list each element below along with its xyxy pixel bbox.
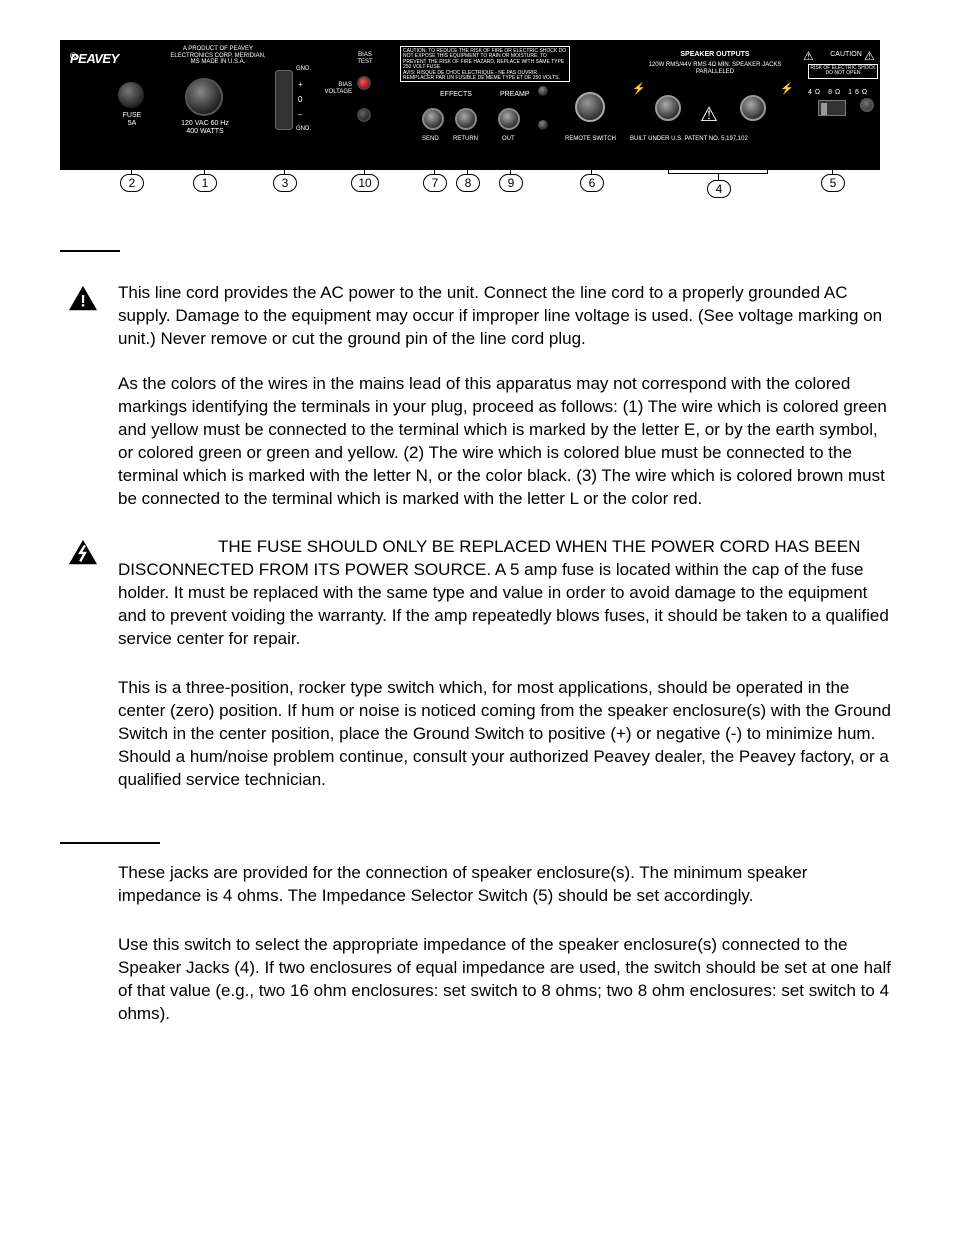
para-impedance: Use this switch to select the appropriat… — [118, 934, 894, 1026]
out-label: OUT — [502, 135, 515, 143]
callout-1: 1 — [193, 174, 217, 192]
section-ground-switch: This is a three-position, rocker type sw… — [118, 677, 894, 792]
gnd-label-top: GND. — [296, 65, 311, 73]
section-rule-2 — [60, 842, 160, 844]
gnd-zero: 0 — [298, 95, 302, 106]
preamp-label: PREAMP — [500, 90, 530, 99]
bias-test-jack-red — [357, 76, 371, 90]
callout-4: 4 — [707, 180, 731, 198]
bias-test-jack-black — [357, 108, 371, 122]
fuse-holder — [118, 82, 144, 108]
warning-triangle-icon: ⚠ — [700, 102, 718, 129]
speaker-sub: 120W RMS/44V RMS 4Ω MIN. SPEAKER JACKS P… — [645, 62, 785, 75]
fuse-label: FUSE 5A — [120, 112, 144, 127]
level-knob-1 — [538, 86, 548, 96]
speaker-jack-1 — [655, 95, 681, 121]
bolt-icon-left: ⚡ — [632, 82, 646, 97]
callout-10: 10 — [351, 174, 379, 192]
return-label: RETURN — [453, 135, 478, 143]
send-label: SEND — [422, 135, 439, 143]
effects-send-jack — [422, 108, 444, 130]
ac-inlet — [185, 78, 223, 116]
bolt-icon-right: ⚡ — [780, 82, 794, 97]
gnd-label-bot: GND. — [296, 125, 311, 133]
back-panel-diagram: PEAVEY® A PRODUCT OF PEAVEY ELECTRONICS … — [60, 40, 894, 210]
shock-icon-1: ⚠ — [803, 48, 814, 64]
section-speaker-jacks: These jacks are provided for the connect… — [118, 862, 894, 908]
callout-2: 2 — [120, 174, 144, 192]
patent-label: BUILT UNDER U.S. PATENT NO. 5,197,102 — [630, 135, 748, 143]
para-wire-colors: As the colors of the wires in the mains … — [118, 373, 894, 511]
section-line-cord: ! This line cord provides the AC power t… — [118, 282, 894, 510]
shock-warning-icon — [68, 538, 98, 570]
bias-test-label: BIAS TEST — [353, 52, 377, 65]
para-speaker-jacks: These jacks are provided for the connect… — [118, 862, 894, 908]
vac-label: 120 VAC 60 Hz 400 WATTS — [178, 120, 232, 135]
callout-8: 8 — [456, 174, 480, 192]
para-line-cord: This line cord provides the AC power to … — [118, 282, 894, 351]
product-text: A PRODUCT OF PEAVEY ELECTRONICS CORP. ME… — [168, 46, 268, 66]
bias-voltage-label: BIAS VOLTAGE — [318, 82, 352, 95]
ground-switch — [275, 70, 293, 130]
speaker-jack-2 — [740, 95, 766, 121]
para-ground-switch: This is a three-position, rocker type sw… — [118, 677, 894, 792]
section-impedance-switch: Use this switch to select the appropriat… — [118, 934, 894, 1026]
section-fuse: THE FUSE SHOULD ONLY BE REPLACED WHEN TH… — [118, 536, 894, 651]
gnd-minus: – — [298, 110, 302, 121]
svg-text:!: ! — [80, 291, 86, 310]
callout-3: 3 — [273, 174, 297, 192]
shock-icon-2: ⚠ — [864, 48, 875, 64]
callout-6: 6 — [580, 174, 604, 192]
callout-7: 7 — [423, 174, 447, 192]
preamp-out-jack — [498, 108, 520, 130]
speaker-header: SPEAKER OUTPUTS — [650, 50, 780, 59]
ground-terminal — [860, 98, 874, 112]
impedance-label: 4Ω 8Ω 16Ω — [808, 88, 870, 97]
impedance-switch — [818, 100, 846, 116]
section-rule-1 — [60, 250, 120, 252]
remote-switch-jack — [575, 92, 605, 122]
gnd-plus: + — [298, 80, 303, 91]
risk-box: RISK OF ELECTRIC SHOCK DO NOT OPEN — [808, 64, 878, 79]
callout-5: 5 — [821, 174, 845, 192]
effects-return-jack — [455, 108, 477, 130]
callout-row: 2 1 3 10 7 8 9 6 4 5 — [60, 170, 880, 210]
para-fuse: THE FUSE SHOULD ONLY BE REPLACED WHEN TH… — [118, 536, 894, 651]
remote-label: REMOTE SWITCH — [565, 135, 616, 143]
warning-icon: ! — [68, 284, 98, 316]
panel-image: PEAVEY® A PRODUCT OF PEAVEY ELECTRONICS … — [60, 40, 880, 170]
level-knob-2 — [538, 120, 548, 130]
effects-label: EFFECTS — [440, 90, 472, 99]
callout-9: 9 — [499, 174, 523, 192]
caution-box: CAUTION: TO REDUCE THE RISK OF FIRE OR E… — [400, 46, 570, 82]
